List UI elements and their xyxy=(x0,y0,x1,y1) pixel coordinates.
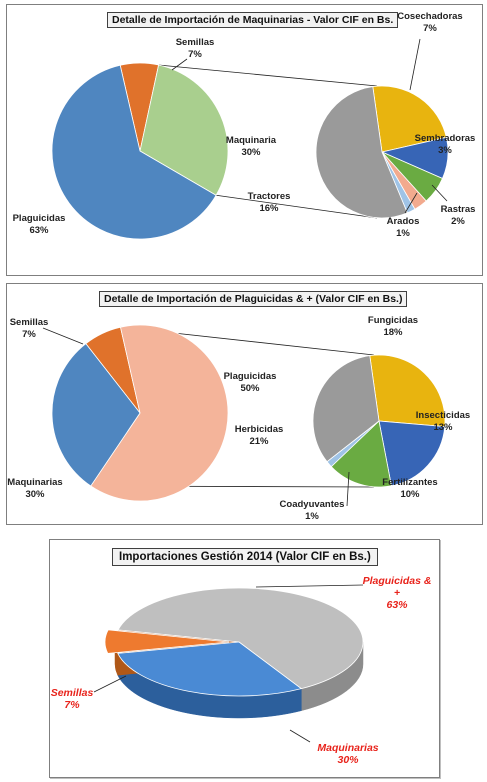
chart1-connector-top xyxy=(158,64,378,87)
chart3-leader-maquinarias xyxy=(289,729,311,743)
chart3-slice-plaguicidas- xyxy=(117,587,364,690)
chart1-connector-bottom xyxy=(216,194,378,219)
chart1-leader-rastras xyxy=(431,184,448,202)
chart3-slice-semillas xyxy=(104,629,230,654)
chart2-breakdown-slice-fertilizantes xyxy=(330,420,392,488)
chart1-leader-cosechadoras xyxy=(409,38,421,91)
chart2-slice-maquinarias xyxy=(51,343,141,487)
chart2-svg: Semillas 7% Plaguicidas 50% Maquinarias 30% Fu… xyxy=(7,315,470,522)
chart3-leader-semillas xyxy=(93,675,127,693)
chart2-label-coadyuvantes: Coadyuvantes 1% xyxy=(280,499,345,522)
gestion-2014-chart-panel: Importaciones Gestión 2014 (Valor CIF en… xyxy=(49,539,440,778)
chart1-label-plaguicidas: Plaguicidas 63% xyxy=(13,213,66,236)
chart3-slice-maquinarias xyxy=(117,641,303,697)
chart2-leader-coadyuvantes xyxy=(346,471,350,507)
chart2-label-fertilizantes: Fertilizantes 10% xyxy=(382,477,437,500)
chart3-label-semillas: Semillas 7% xyxy=(51,687,94,711)
chart2-label-fungicidas: Fungicidas 18% xyxy=(368,315,418,338)
chart2-label-maquinarias: Maquinarias 30% xyxy=(7,477,62,500)
chart1-label-sembradoras: Sembradoras 3% xyxy=(415,133,476,156)
plaguicidas-chart-panel: Detalle de Importación de Plaguicidas & … xyxy=(6,283,483,525)
chart3-label-maquinarias: Maquinarias 30% xyxy=(317,742,378,766)
chart2-label-herbicidas: Herbicidas 21% xyxy=(235,424,284,447)
chart3-svg: Plaguicidas & +63% Maquinarias 30% Semillas 7… xyxy=(51,575,432,766)
chart2-breakdown-slice-herbicidas xyxy=(312,355,380,463)
chart1-label-tractores: Tractores 16% xyxy=(248,191,291,214)
chart3-title: Importaciones Gestión 2014 (Valor CIF en… xyxy=(112,548,378,566)
maquinarias-chart-panel: Detalle de Importación de Maquinarias - … xyxy=(6,4,483,276)
chart1-label-arados: Arados 1% xyxy=(387,216,420,239)
chart1-slice-plaguicidas xyxy=(51,64,217,240)
chart1-slice-maquinaria xyxy=(139,64,229,196)
chart1-breakdown-slice-tractores xyxy=(315,86,408,219)
chart1-label-semillas: Semillas 7% xyxy=(176,37,215,60)
chart2-label-insecticidas: Insecticidas 13% xyxy=(416,410,470,433)
chart2-breakdown-slice-insecticidas xyxy=(378,420,446,487)
chart1-svg: Semillas 7% Maquinaria 30% Plaguicidas 63% Cos… xyxy=(13,11,476,240)
chart1-leader-semillas xyxy=(171,58,188,71)
chart2-label-plaguicidas: Plaguicidas 50% xyxy=(224,371,277,394)
chart1-label-maquinaria: Maquinaria 30% xyxy=(226,135,277,158)
chart1-label-rastras: Rastras 2% xyxy=(441,204,476,227)
chart1-label-cosechadoras: Cosechadoras 7% xyxy=(397,11,462,34)
chart1-leader-arados xyxy=(404,192,418,214)
chart2-title: Detalle de Importación de Plaguicidas & … xyxy=(99,291,408,307)
chart2-breakdown-slice-fungicidas xyxy=(369,354,446,428)
chart1-title: Detalle de Importación de Maquinarias - … xyxy=(107,12,399,28)
chart3-leader-plaguicidas xyxy=(255,584,364,588)
chart2-slice-plaguicidas xyxy=(90,324,229,502)
chart2-leader-semillas xyxy=(42,327,84,345)
chart3-label-plaguicidas: Plaguicidas & +63% xyxy=(363,575,432,611)
chart1-breakdown-slice-cosechadoras xyxy=(372,85,447,153)
chart2-label-semillas: Semillas 7% xyxy=(10,317,49,340)
